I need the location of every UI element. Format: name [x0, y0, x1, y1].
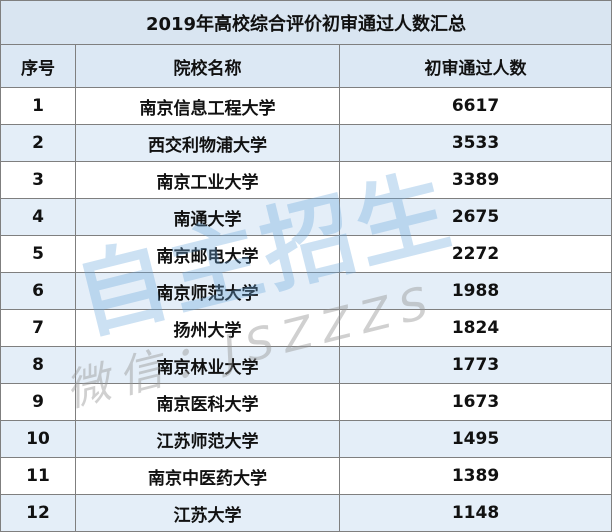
table-title: 2019年高校综合评价初审通过人数汇总: [0, 0, 612, 45]
table-cell: 南京林业大学: [76, 347, 340, 384]
table-cell: 南京信息工程大学: [76, 88, 340, 125]
table-cell: 5: [0, 236, 76, 273]
table-cell: 10: [0, 421, 76, 458]
table-cell: 2675: [340, 199, 612, 236]
table-cell: 1495: [340, 421, 612, 458]
header-cell: 院校名称: [76, 45, 340, 88]
table-cell: 9: [0, 384, 76, 421]
header-cell: 序号: [0, 45, 76, 88]
table-cell: 4: [0, 199, 76, 236]
table-cell: 3533: [340, 125, 612, 162]
table-cell: 1: [0, 88, 76, 125]
table-cell: 7: [0, 310, 76, 347]
table-cell: 南通大学: [76, 199, 340, 236]
table-cell: 1824: [340, 310, 612, 347]
table-cell: 6617: [340, 88, 612, 125]
table-cell: 1389: [340, 458, 612, 495]
table-cell: 南京中医药大学: [76, 458, 340, 495]
table-cell: 2: [0, 125, 76, 162]
table-cell: 11: [0, 458, 76, 495]
header-cell: 初审通过人数: [340, 45, 612, 88]
table-cell: 12: [0, 495, 76, 532]
table-cell: 3389: [340, 162, 612, 199]
table-cell: 江苏师范大学: [76, 421, 340, 458]
table-cell: 6: [0, 273, 76, 310]
table-cell: 南京邮电大学: [76, 236, 340, 273]
table-cell: 南京工业大学: [76, 162, 340, 199]
table-cell: 江苏大学: [76, 495, 340, 532]
table-cell: 2272: [340, 236, 612, 273]
table-cell: 3: [0, 162, 76, 199]
table-cell: 1988: [340, 273, 612, 310]
table-cell: 1673: [340, 384, 612, 421]
table-cell: 1773: [340, 347, 612, 384]
table-cell: 西交利物浦大学: [76, 125, 340, 162]
table-cell: 南京师范大学: [76, 273, 340, 310]
table-cell: 1148: [340, 495, 612, 532]
table-cell: 扬州大学: [76, 310, 340, 347]
table-cell: 8: [0, 347, 76, 384]
table-cell: 南京医科大学: [76, 384, 340, 421]
